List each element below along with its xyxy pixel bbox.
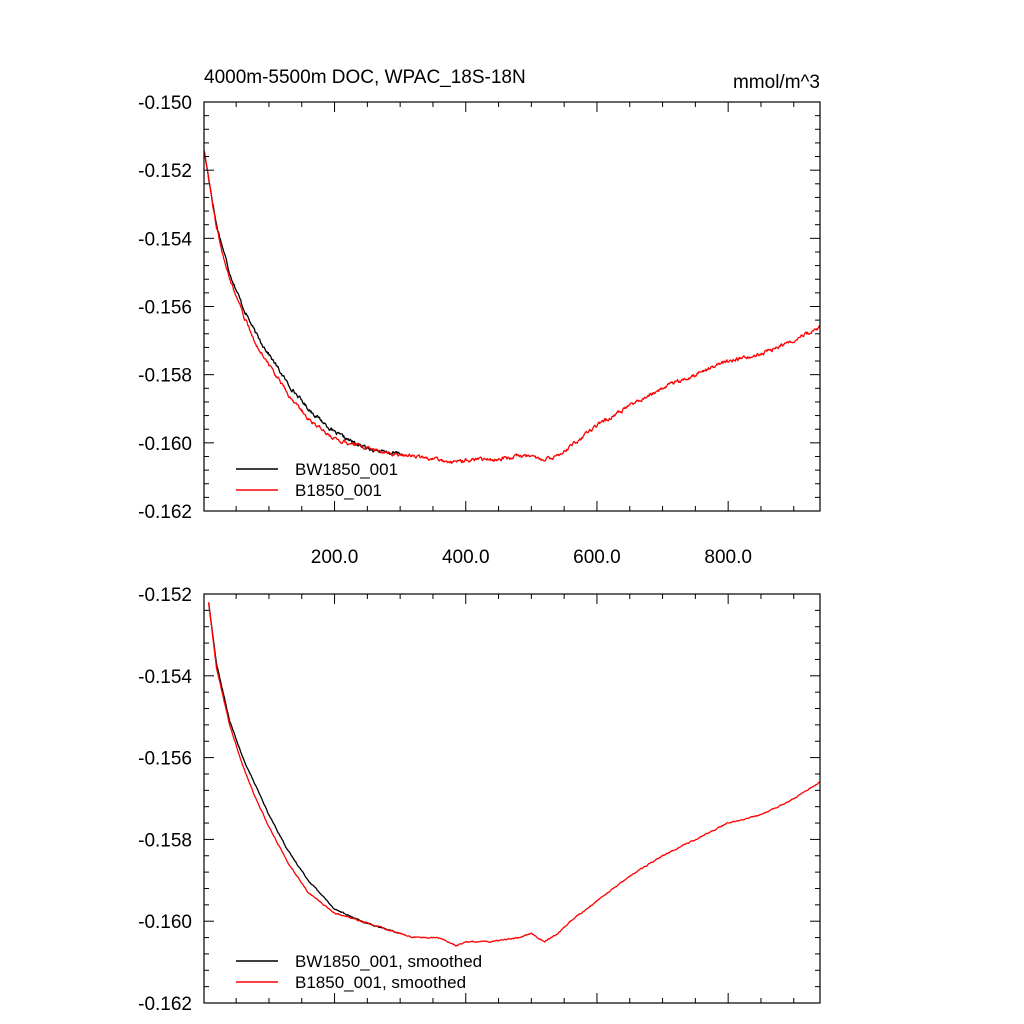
top-plot-frame <box>203 101 821 512</box>
y-tick-label: -0.162 <box>138 502 192 523</box>
series-line-1 <box>207 602 401 934</box>
y-tick-label: -0.162 <box>138 994 192 1015</box>
bottom-legend-label-1: BW1850_001, smoothed <box>295 952 482 971</box>
top-axis-tick-labels: -0.162 -0.160 -0.158 -0.156 -0.154 -0.152 -0.1… <box>138 93 752 568</box>
y-tick-label: -0.152 <box>138 585 192 606</box>
units-label: mmol/m^3 <box>733 72 820 93</box>
x-tick-label: 400.0 <box>442 547 490 568</box>
bottom-plot-content <box>207 602 820 947</box>
y-tick-label: -0.158 <box>138 366 192 387</box>
bottom-axis-ticks <box>204 593 820 1004</box>
y-tick-label: -0.152 <box>138 161 192 182</box>
y-tick-label: -0.154 <box>138 667 192 688</box>
x-tick-label: 800.0 <box>704 547 752 568</box>
bottom-plot-frame <box>203 593 821 1004</box>
y-tick-label: -0.154 <box>138 229 192 250</box>
x-tick-label: 600.0 <box>573 547 621 568</box>
x-tick-label: 200.0 <box>311 547 359 568</box>
y-tick-label: -0.150 <box>138 93 192 114</box>
top-axis-ticks <box>204 101 820 512</box>
y-tick-label: -0.156 <box>138 749 192 770</box>
y-tick-label: -0.156 <box>138 298 192 319</box>
y-tick-label: -0.160 <box>138 912 192 933</box>
series-line-2 <box>207 602 820 947</box>
top-panel: 4000m-5500m DOC, WPAC_18S-18N mmol/m^3 -… <box>138 67 821 568</box>
bottom-legend-label-2: B1850_001, smoothed <box>295 973 466 992</box>
series-line-2 <box>204 150 820 465</box>
chart-title: 4000m-5500m DOC, WPAC_18S-18N <box>204 67 526 88</box>
top-legend-label-1: BW1850_001 <box>295 460 398 479</box>
bottom-legend: BW1850_001, smoothed B1850_001, smoothed <box>236 952 482 992</box>
top-legend-label-2: B1850_001 <box>295 481 382 500</box>
top-legend: BW1850_001 B1850_001 <box>236 460 398 500</box>
y-tick-label: -0.160 <box>138 434 192 455</box>
y-tick-label: -0.158 <box>138 830 192 851</box>
top-plot-content <box>204 150 820 465</box>
bottom-axis-tick-labels: -0.162 -0.160 -0.158 -0.156 -0.154 -0.152 <box>138 585 192 1015</box>
series-line-1 <box>204 150 401 456</box>
bottom-panel: -0.162 -0.160 -0.158 -0.156 -0.154 -0.152 BW1… <box>138 585 821 1015</box>
